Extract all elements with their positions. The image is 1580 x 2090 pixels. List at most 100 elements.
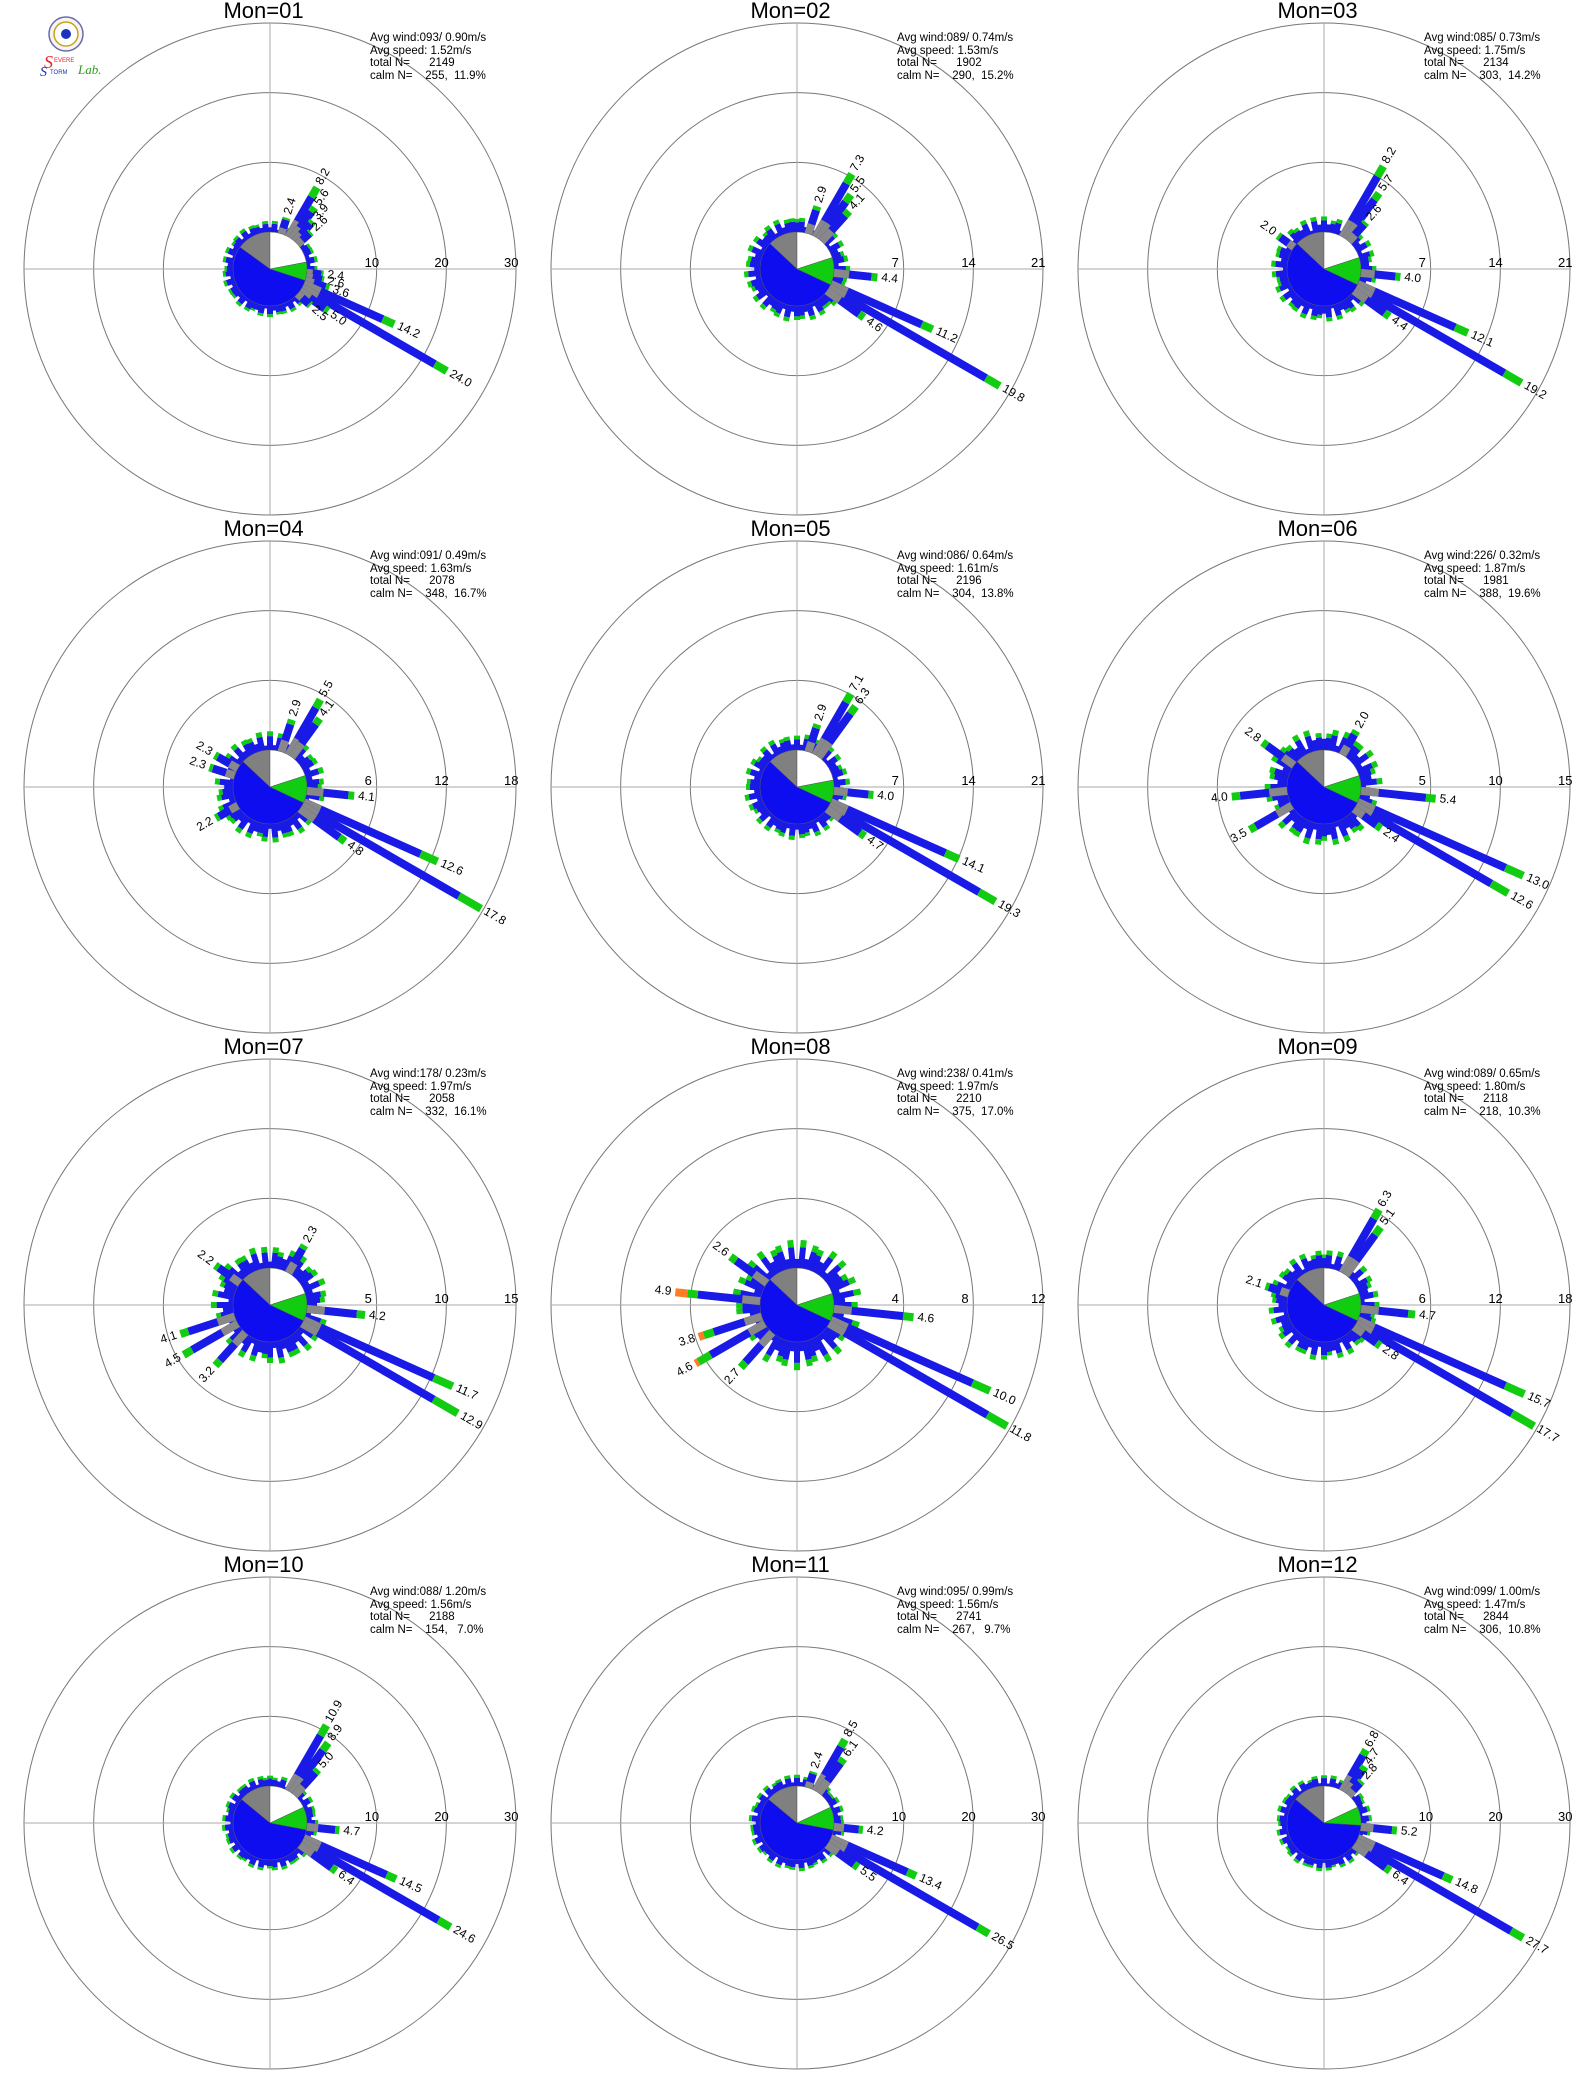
bar-value-label: 2.0: [1258, 217, 1280, 238]
minor-bar: [809, 819, 822, 837]
minor-bar: [1289, 1785, 1302, 1798]
direction-bar: [833, 1304, 914, 1322]
minor-bar: [788, 218, 797, 233]
wind-rose-chart: 10 20 308.25.63.92.62.42.63.614.224.05.02.…: [23, 22, 518, 516]
panel-stats: Avg wind:089/ 0.65m/s Avg speed: 1.80m/s t…: [1424, 1068, 1541, 1118]
direction-bar: [291, 1766, 322, 1799]
stats-line: total N= 1981: [1424, 575, 1509, 587]
ring-label: 20: [1488, 1809, 1502, 1824]
minor-bar: [1352, 1792, 1365, 1804]
minor-bar: [1339, 1335, 1355, 1355]
ring-label: 30: [504, 255, 518, 270]
bar-value-label: 2.9: [286, 697, 305, 718]
minor-bar: [239, 228, 251, 241]
minor-bar: [763, 225, 778, 241]
direction-bar: [294, 229, 314, 248]
bar-value-label: 17.7: [1534, 1421, 1562, 1445]
calm-slice-white: [269, 231, 307, 270]
minor-bar: [812, 299, 826, 316]
stats-line: calm N= 303, 14.2%: [1424, 69, 1541, 82]
bar-value-label: 5.5: [316, 678, 337, 700]
bar-value-label: 12.6: [439, 856, 466, 878]
direction-bar: [1360, 268, 1401, 282]
ring-label: 10: [434, 1291, 448, 1306]
bar-value-label: 10.0: [991, 1385, 1018, 1407]
minor-bar: [239, 1255, 255, 1275]
direction-bar: [697, 1312, 764, 1341]
minor-bar: [1290, 812, 1302, 824]
bar-value-label: 2.3: [300, 1223, 321, 1245]
calm-slice-white: [269, 1267, 306, 1306]
minor-bar: [300, 1280, 310, 1290]
minor-bar: [822, 1259, 847, 1283]
bar-value-label: 2.8: [1242, 724, 1264, 745]
minor-bar: [282, 1337, 296, 1358]
stats-line: calm N= 218, 10.3%: [1424, 1105, 1541, 1118]
direction-bar: [212, 1329, 249, 1369]
bar-value-label: 4.9: [654, 1282, 672, 1298]
minor-bar: [234, 815, 251, 834]
wind-rose-panel: 10 20 30 8.2 5.6 3.9 2.6 2.4 2.6 3.6 14.2 24.0 5.0 2.…: [0, 0, 527, 520]
minor-bar: [1328, 729, 1340, 752]
direction-bar: [1356, 280, 1470, 337]
direction-bar: [1339, 728, 1360, 757]
direction-bar: [1345, 1778, 1365, 1799]
minor-bar: [1284, 1330, 1302, 1349]
wind-rose-chart: 7 14 218.25.72.62.04.012.119.24.4: [1077, 22, 1572, 516]
direction-bar: [294, 290, 314, 309]
ring-label: 14: [1488, 255, 1502, 270]
stats-line: Avg wind:086/ 0.64m/s: [897, 550, 1014, 562]
bar-value-label: 10.9: [322, 1697, 346, 1725]
bar-value-label: 8.5: [840, 1718, 861, 1740]
direction-bar: [815, 1756, 847, 1796]
minor-bar: [750, 1823, 761, 1831]
direction-bar: [829, 798, 961, 863]
minor-bar: [1343, 815, 1359, 834]
direction-bar: [212, 751, 240, 772]
bar-value-label: 6.3: [1374, 1188, 1395, 1210]
minor-bar: [1315, 1250, 1324, 1269]
minor-bar: [228, 284, 240, 295]
minor-bar: [794, 1342, 800, 1371]
ring-label: 18: [1558, 1291, 1572, 1306]
minor-bar: [219, 1280, 238, 1293]
minor-bar: [285, 1335, 301, 1356]
direction-bar: [829, 1316, 992, 1395]
stats-line: Avg speed: 1.47m/s: [1424, 1598, 1526, 1611]
minor-bar: [229, 1792, 242, 1804]
bar-value-label: 7.3: [847, 152, 868, 174]
minor-bar: [245, 737, 258, 755]
panel-stats: Avg wind:086/ 0.64m/s Avg speed: 1.61m/s t…: [897, 550, 1014, 600]
minor-bar: [278, 1776, 288, 1789]
minor-bar: [748, 799, 765, 811]
ring-label: 10: [1488, 773, 1502, 788]
direction-bar: [302, 1316, 455, 1391]
direction-bar: [674, 1288, 761, 1306]
direction-bar: [1260, 739, 1297, 769]
minor-bar: [772, 219, 785, 237]
minor-bar: [1343, 1851, 1355, 1864]
panel-stats: Avg wind:091/ 0.49m/s Avg speed: 1.63m/s t…: [370, 550, 487, 600]
stats-line: calm N= 304, 13.8%: [897, 587, 1014, 600]
minor-bar: [759, 746, 775, 762]
minor-bar: [1278, 1302, 1287, 1308]
stats-line: calm N= 255, 11.9%: [370, 69, 486, 82]
direction-bar: [1342, 190, 1383, 242]
stats-line: Avg wind:085/ 0.73m/s: [1424, 32, 1541, 44]
wind-rose-chart: 6 12 185.54.12.92.32.34.112.617.84.82.2: [23, 540, 518, 1034]
bar-value-label: 14.8: [1453, 1874, 1480, 1896]
bar-value-label: 2.9: [811, 184, 830, 205]
minor-bar: [244, 819, 258, 839]
stats-line: total N= 2078: [370, 575, 455, 587]
wind-rose-panel: 6 12 18 5.5 4.1 2.9 2.3 2.3 4.1 12.6 17.8 4.8 2.2 Mon…: [0, 516, 527, 1038]
stats-line: Avg speed: 1.63m/s: [370, 562, 472, 575]
ring-label: 15: [1558, 773, 1572, 788]
direction-bar: [306, 1304, 366, 1319]
minor-bar: [1292, 227, 1305, 241]
minor-bar: [292, 1330, 313, 1352]
minor-bar: [1354, 1275, 1373, 1290]
minor-bar: [763, 815, 778, 832]
ring-label: 6: [1419, 1291, 1426, 1306]
direction-bar: [1264, 1282, 1291, 1298]
panel-title: Mon=04: [223, 516, 304, 541]
